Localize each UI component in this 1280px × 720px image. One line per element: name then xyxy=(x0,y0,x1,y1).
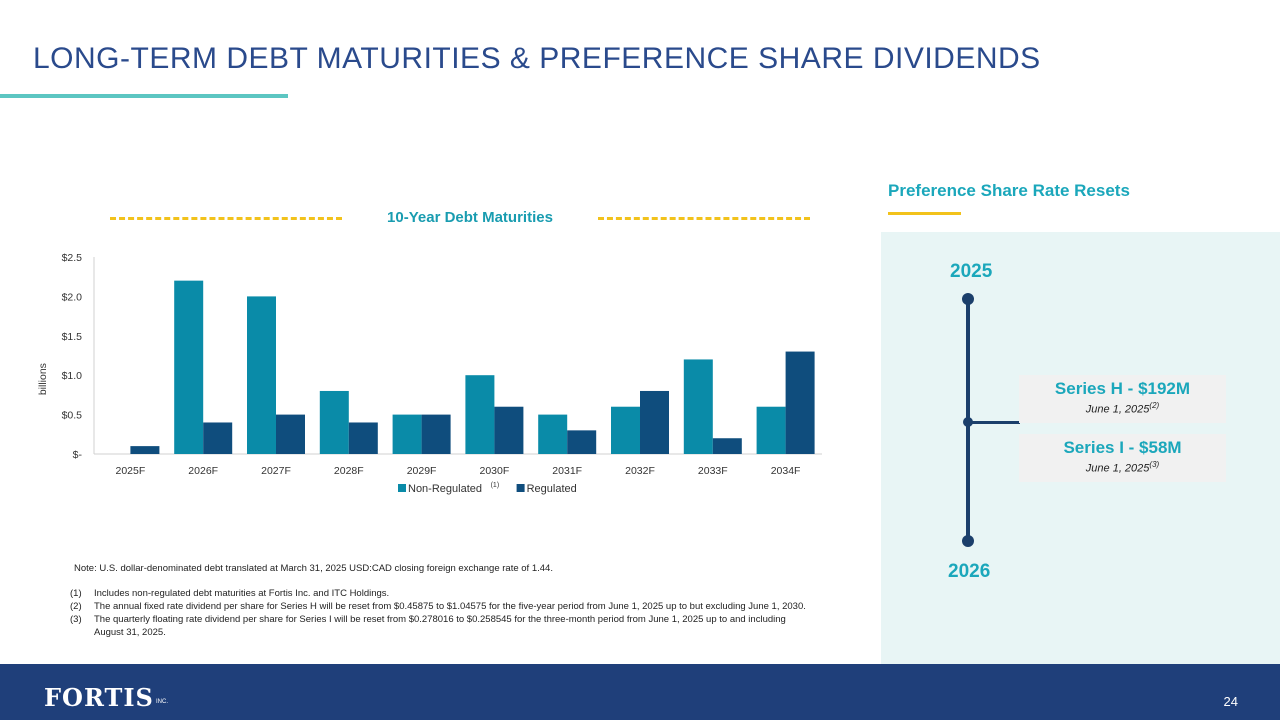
bar-non-regulated xyxy=(683,359,713,454)
bar-non-regulated xyxy=(247,296,276,454)
chart-title: 10-Year Debt Maturities xyxy=(387,209,553,226)
title-underline xyxy=(0,94,288,98)
x-tick-label: 2030F xyxy=(480,465,510,477)
footnote-1-num: (1) xyxy=(70,588,82,599)
bar-regulated xyxy=(640,390,669,454)
bar-regulated xyxy=(130,446,160,454)
footnote-3: (3) The quarterly floating rate dividend … xyxy=(70,613,810,639)
chart-title-left-dash xyxy=(110,217,342,220)
footnote-2-num: (2) xyxy=(70,601,82,612)
series-i-box: Series I - $58M June 1, 2025(3) xyxy=(1019,434,1226,482)
x-tick-label: 2025F xyxy=(116,465,146,477)
x-tick-label: 2031F xyxy=(552,465,582,477)
y-tick-label: $1.0 xyxy=(62,370,83,382)
y-tick-label: $2.0 xyxy=(62,291,83,303)
footnote-1: (1) Includes non-regulated debt maturitie… xyxy=(70,587,810,600)
series-h-box: Series H - $192M June 1, 2025(2) xyxy=(1019,375,1226,423)
legend-label-regulated: Regulated xyxy=(527,483,577,495)
bar-non-regulated xyxy=(756,406,786,454)
x-tick-label: 2026F xyxy=(188,465,218,477)
footnotes: (1) Includes non-regulated debt maturitie… xyxy=(70,587,810,639)
y-tick-label: $2.5 xyxy=(62,252,83,264)
timeline-start-dot xyxy=(962,293,974,305)
footnote-2: (2) The annual fixed rate dividend per sh… xyxy=(70,600,810,613)
bar-regulated xyxy=(348,422,378,454)
bar-regulated xyxy=(421,414,451,454)
y-axis-label: billions xyxy=(37,363,49,395)
footnote-3-num: (3) xyxy=(70,614,82,625)
x-tick-label: 2029F xyxy=(407,465,437,477)
bar-regulated xyxy=(494,406,524,454)
slide-title: LONG-TERM DEBT MATURITIES & PREFERENCE S… xyxy=(33,42,1041,75)
series-i-name: Series I - $58M xyxy=(1063,438,1182,457)
y-tick-label: $- xyxy=(73,449,83,461)
series-i-date: June 1, 2025 xyxy=(1085,462,1150,475)
bar-regulated xyxy=(276,414,305,454)
bar-non-regulated xyxy=(319,390,349,454)
bar-non-regulated xyxy=(392,414,422,454)
bar-regulated xyxy=(712,438,742,454)
series-h-date-line: June 1, 2025(2) xyxy=(1019,401,1226,416)
series-i-footnote-ref: (3) xyxy=(1149,460,1160,469)
debt-maturities-chart: $- $0.5 $1.0 $1.5 $2.0 $2.5 billions 2025F 2026F… xyxy=(37,252,822,495)
chart-title-wrap: 10-Year Debt Maturities xyxy=(0,209,940,226)
preference-title: Preference Share Rate Resets xyxy=(888,181,1130,200)
chart-note: Note: U.S. dollar-denominated debt trans… xyxy=(74,563,553,574)
chart-title-right-dash xyxy=(598,217,810,220)
bar-non-regulated xyxy=(174,280,204,454)
bar-regulated xyxy=(203,422,233,454)
bar-non-regulated xyxy=(538,414,568,454)
x-tick-label: 2034F xyxy=(771,465,801,477)
x-tick-label: 2028F xyxy=(334,465,364,477)
bar-non-regulated xyxy=(465,375,495,454)
legend-swatch-regulated xyxy=(516,484,525,492)
preference-title-underline xyxy=(888,212,961,215)
bar-regulated xyxy=(567,430,597,454)
footnote-3-text: The quarterly floating rate dividend per… xyxy=(94,614,786,638)
legend-superscript: (1) xyxy=(491,482,500,489)
page-number: 24 xyxy=(1223,694,1238,709)
x-tick-label: 2027F xyxy=(261,465,291,477)
series-i-date-line: June 1, 2025(3) xyxy=(1019,460,1226,475)
series-h-date: June 1, 2025 xyxy=(1085,403,1150,416)
timeline-end-dot xyxy=(962,535,974,547)
timeline-year-start: 2025 xyxy=(950,261,993,282)
legend-swatch-non-regulated xyxy=(398,484,406,492)
footnote-1-text: Includes non-regulated debt maturities a… xyxy=(94,588,390,599)
x-tick-label: 2032F xyxy=(625,465,655,477)
footer-bar xyxy=(0,664,1280,720)
fortis-logo: FORTIS xyxy=(44,683,154,712)
fortis-logo-inc: INC. xyxy=(156,699,168,705)
y-tick-label: $0.5 xyxy=(62,410,83,422)
y-tick-label: $1.5 xyxy=(62,331,83,343)
footnote-2-text: The annual fixed rate dividend per share… xyxy=(94,601,806,612)
bar-regulated xyxy=(785,351,815,454)
series-h-footnote-ref: (2) xyxy=(1149,401,1160,410)
timeline-year-end: 2026 xyxy=(948,561,991,582)
legend-label-non-regulated: Non-Regulated xyxy=(408,483,482,495)
bar-non-regulated xyxy=(611,406,640,454)
x-tick-label: 2033F xyxy=(698,465,728,477)
series-h-name: Series H - $192M xyxy=(1054,379,1191,398)
timeline-branch xyxy=(968,421,1020,424)
